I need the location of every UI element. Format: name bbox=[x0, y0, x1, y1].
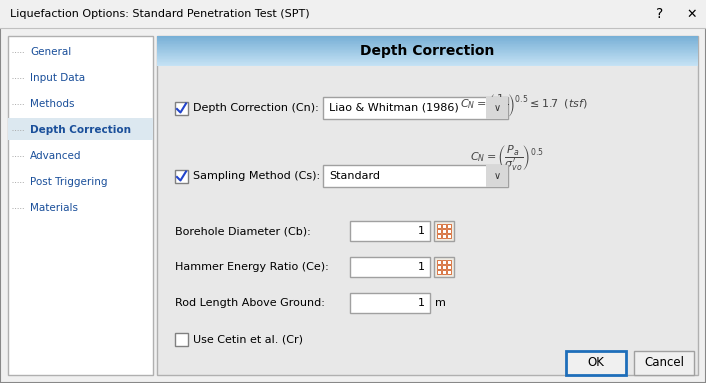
Bar bbox=[350, 257, 430, 277]
Text: Sampling Method (Cs):: Sampling Method (Cs): bbox=[193, 171, 320, 181]
Bar bbox=[157, 54, 698, 55]
Bar bbox=[157, 55, 698, 56]
Bar bbox=[486, 97, 508, 119]
Bar bbox=[447, 270, 451, 274]
Bar bbox=[447, 234, 451, 238]
Bar bbox=[157, 52, 698, 53]
Bar bbox=[175, 332, 188, 345]
Text: Materials: Materials bbox=[30, 203, 78, 213]
Bar bbox=[157, 41, 698, 42]
Bar bbox=[157, 47, 698, 48]
Text: Liao & Whitman (1986): Liao & Whitman (1986) bbox=[329, 103, 459, 113]
Bar bbox=[434, 257, 454, 277]
Bar bbox=[157, 37, 698, 38]
Text: Input Data: Input Data bbox=[30, 73, 85, 83]
Text: $C_N = \left(\dfrac{1}{\sigma_v'}\right)^{0.5} \leq 1.7 \;\;(tsf)$: $C_N = \left(\dfrac{1}{\sigma_v'}\right)… bbox=[460, 93, 588, 119]
Bar bbox=[323, 97, 508, 119]
Text: General: General bbox=[30, 47, 71, 57]
Bar bbox=[437, 229, 441, 233]
Bar bbox=[157, 48, 698, 49]
Bar bbox=[157, 36, 698, 375]
Text: 1: 1 bbox=[418, 226, 425, 236]
Bar bbox=[157, 50, 698, 51]
Bar bbox=[157, 65, 698, 66]
Bar bbox=[434, 221, 454, 241]
Bar bbox=[437, 265, 441, 269]
Text: Advanced: Advanced bbox=[30, 151, 81, 161]
Bar bbox=[157, 57, 698, 58]
Bar bbox=[447, 224, 451, 228]
Text: Depth Correction (Cn):: Depth Correction (Cn): bbox=[193, 103, 318, 113]
Bar bbox=[157, 59, 698, 60]
Text: OK: OK bbox=[587, 357, 604, 370]
Text: Hammer Energy Ratio (Ce):: Hammer Energy Ratio (Ce): bbox=[175, 262, 329, 272]
Bar bbox=[157, 40, 698, 41]
Bar bbox=[157, 43, 698, 44]
Bar bbox=[442, 265, 446, 269]
Bar bbox=[442, 234, 446, 238]
Bar bbox=[0, 0, 706, 28]
Bar bbox=[442, 260, 446, 264]
Bar bbox=[157, 53, 698, 54]
Text: ✕: ✕ bbox=[687, 8, 698, 21]
Text: Methods: Methods bbox=[30, 99, 75, 109]
Text: Rod Length Above Ground:: Rod Length Above Ground: bbox=[175, 298, 325, 308]
Text: 1: 1 bbox=[418, 298, 425, 308]
Bar bbox=[175, 170, 188, 183]
Bar bbox=[437, 260, 441, 264]
Bar bbox=[437, 234, 441, 238]
Bar bbox=[157, 62, 698, 63]
Bar bbox=[157, 51, 698, 52]
Text: Depth Correction: Depth Correction bbox=[360, 44, 495, 58]
Bar bbox=[437, 224, 441, 228]
Bar bbox=[157, 44, 698, 45]
Bar bbox=[157, 36, 698, 37]
Bar bbox=[157, 58, 698, 59]
Text: Depth Correction: Depth Correction bbox=[30, 125, 131, 135]
Bar bbox=[157, 38, 698, 39]
Bar bbox=[486, 165, 508, 187]
Text: Borehole Diameter (Cb):: Borehole Diameter (Cb): bbox=[175, 226, 311, 236]
Bar bbox=[157, 60, 698, 61]
Bar bbox=[157, 45, 698, 46]
Text: $C_N = \left(\dfrac{P_a}{\sigma_{vo}'}\right)^{0.5}$: $C_N = \left(\dfrac{P_a}{\sigma_{vo}'}\r… bbox=[470, 144, 544, 172]
Bar bbox=[350, 293, 430, 313]
Text: Use Cetin et al. (Cr): Use Cetin et al. (Cr) bbox=[193, 334, 303, 344]
Text: 1: 1 bbox=[418, 262, 425, 272]
Bar bbox=[437, 270, 441, 274]
Bar bbox=[447, 229, 451, 233]
Bar bbox=[157, 49, 698, 50]
Text: ∨: ∨ bbox=[493, 171, 501, 181]
Bar bbox=[175, 101, 188, 115]
Bar bbox=[566, 351, 626, 375]
Bar bbox=[157, 56, 698, 57]
Bar bbox=[350, 221, 430, 241]
Bar bbox=[634, 351, 694, 375]
Text: Liquefaction Options: Standard Penetration Test (SPT): Liquefaction Options: Standard Penetrati… bbox=[10, 9, 310, 19]
Text: Post Triggering: Post Triggering bbox=[30, 177, 107, 187]
Bar bbox=[447, 260, 451, 264]
Text: ∨: ∨ bbox=[493, 103, 501, 113]
Text: Standard: Standard bbox=[329, 171, 380, 181]
Bar bbox=[157, 63, 698, 64]
Bar bbox=[442, 224, 446, 228]
Bar bbox=[442, 270, 446, 274]
Bar bbox=[442, 229, 446, 233]
Bar bbox=[8, 36, 153, 375]
Text: m: m bbox=[435, 298, 446, 308]
Bar bbox=[157, 42, 698, 43]
Bar bbox=[157, 39, 698, 40]
Bar bbox=[157, 64, 698, 65]
Text: ?: ? bbox=[657, 7, 664, 21]
Bar bbox=[157, 61, 698, 62]
Bar bbox=[8, 118, 153, 140]
Bar bbox=[447, 265, 451, 269]
Text: Cancel: Cancel bbox=[644, 357, 684, 370]
Bar bbox=[323, 165, 508, 187]
Bar bbox=[157, 46, 698, 47]
